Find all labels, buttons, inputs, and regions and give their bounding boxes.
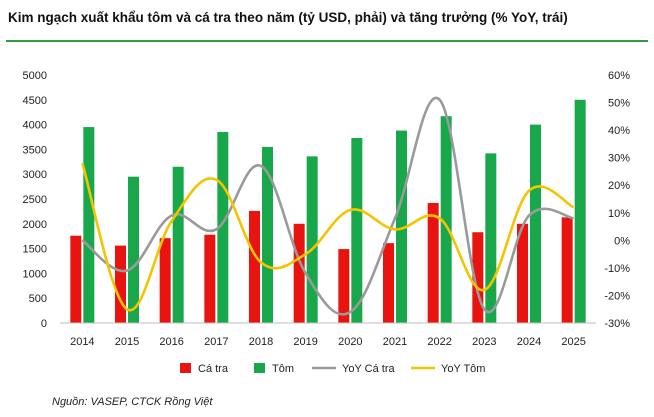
left-tick-label: 1000 (23, 268, 47, 280)
legend-item-yoy-tom: YoY Tôm (411, 363, 485, 375)
right-tick-label: 10% (608, 208, 630, 220)
legend: Cá tra Tôm YoY Cá tra YoY Tôm (180, 363, 485, 375)
bar-ca-tra-2025 (561, 217, 573, 323)
legend-item-ca-tra: Cá tra (180, 363, 229, 375)
right-tick-label: 0% (614, 235, 630, 247)
left-tick-label: 4500 (23, 95, 47, 107)
left-tick-label: 4000 (23, 120, 47, 132)
x-tick-label: 2019 (293, 336, 317, 348)
bar-ca-tra-2014 (70, 235, 82, 323)
x-tick-label: 2018 (249, 336, 273, 348)
x-tick-label: 2023 (472, 336, 496, 348)
combo-chart: 0 500 1000 1500 2000 2500 3000 3500 4000 4500 5000… (23, 70, 631, 375)
right-tick-label: 30% (608, 153, 630, 165)
left-tick-label: 3500 (23, 144, 47, 156)
left-tick-label: 0 (41, 318, 47, 330)
bar-tom-2015 (128, 176, 139, 323)
line-yoy-ca-tra (81, 96, 574, 316)
left-tick-label: 2000 (23, 219, 47, 231)
right-tick-label: 40% (608, 125, 630, 137)
bar-tom-2017 (217, 132, 229, 323)
legend-item-yoy-ca-tra: YoY Cá tra (312, 363, 395, 375)
right-tick-label: 20% (608, 180, 630, 192)
bar-ca-tra-2021 (383, 243, 394, 323)
title-underline (6, 40, 648, 42)
legend-label: Cá tra (198, 363, 229, 375)
bar-ca-tra-2018 (249, 210, 260, 323)
bar-tom-2023 (485, 153, 497, 323)
bar-ca-tra-2017 (204, 234, 216, 323)
bar-ca-tra-2019 (293, 223, 305, 323)
bar-tom-2014 (83, 127, 95, 323)
legend-item-tom: Tôm (254, 363, 294, 375)
left-tick-label: 2500 (23, 194, 47, 206)
legend-swatch (180, 363, 191, 373)
left-tick-label: 5000 (23, 70, 47, 82)
x-tick-label: 2024 (517, 336, 541, 348)
right-tick-label: -30% (604, 318, 630, 330)
bar-tom-2020 (351, 137, 363, 323)
legend-swatch (254, 363, 265, 373)
bar-tom-2022 (440, 116, 452, 323)
x-tick-label: 2017 (204, 336, 228, 348)
bar-ca-tra-2024 (517, 223, 528, 323)
right-tick-label: -10% (604, 263, 630, 275)
bar-ca-tra-2020 (338, 249, 350, 323)
legend-label: YoY Tôm (441, 363, 485, 375)
bar-tom-2024 (530, 124, 541, 323)
legend-label: Tôm (272, 363, 294, 375)
left-tick-label: 3000 (23, 169, 47, 181)
right-tick-label: 60% (608, 70, 630, 82)
bar-tom-2016 (172, 166, 184, 323)
x-tick-label: 2015 (115, 336, 139, 348)
right-tick-label: -20% (604, 290, 630, 302)
bar-tom-2021 (396, 130, 407, 323)
x-tick-label: 2016 (159, 336, 183, 348)
x-tick-label: 2025 (561, 336, 585, 348)
axes-layer: 0 500 1000 1500 2000 2500 3000 3500 4000 4500 5000… (23, 70, 631, 348)
bar-ca-tra-2023 (472, 232, 484, 323)
left-tick-label: 500 (29, 293, 47, 305)
source-note: Nguồn: VASEP, CTCK Rồng Việt (52, 396, 213, 408)
right-tick-label: 50% (608, 98, 630, 110)
x-tick-label: 2021 (383, 336, 407, 348)
legend-label: YoY Cá tra (342, 363, 395, 375)
bar-ca-tra-2022 (427, 202, 439, 323)
bar-tom-2018 (262, 146, 273, 323)
x-tick-label: 2014 (70, 336, 94, 348)
x-tick-label: 2022 (427, 336, 451, 348)
lines-layer (81, 96, 575, 316)
left-tick-label: 1500 (23, 244, 47, 256)
bars-layer (70, 99, 586, 323)
bar-tom-2025 (574, 99, 586, 323)
line-yoy-tom (81, 162, 575, 312)
bar-tom-2019 (306, 156, 318, 323)
chart-title: Kim ngạch xuất khẩu tôm và cá tra theo n… (8, 10, 568, 25)
bar-ca-tra-2015 (115, 245, 126, 323)
x-tick-label: 2020 (338, 336, 362, 348)
bar-ca-tra-2016 (159, 238, 171, 323)
